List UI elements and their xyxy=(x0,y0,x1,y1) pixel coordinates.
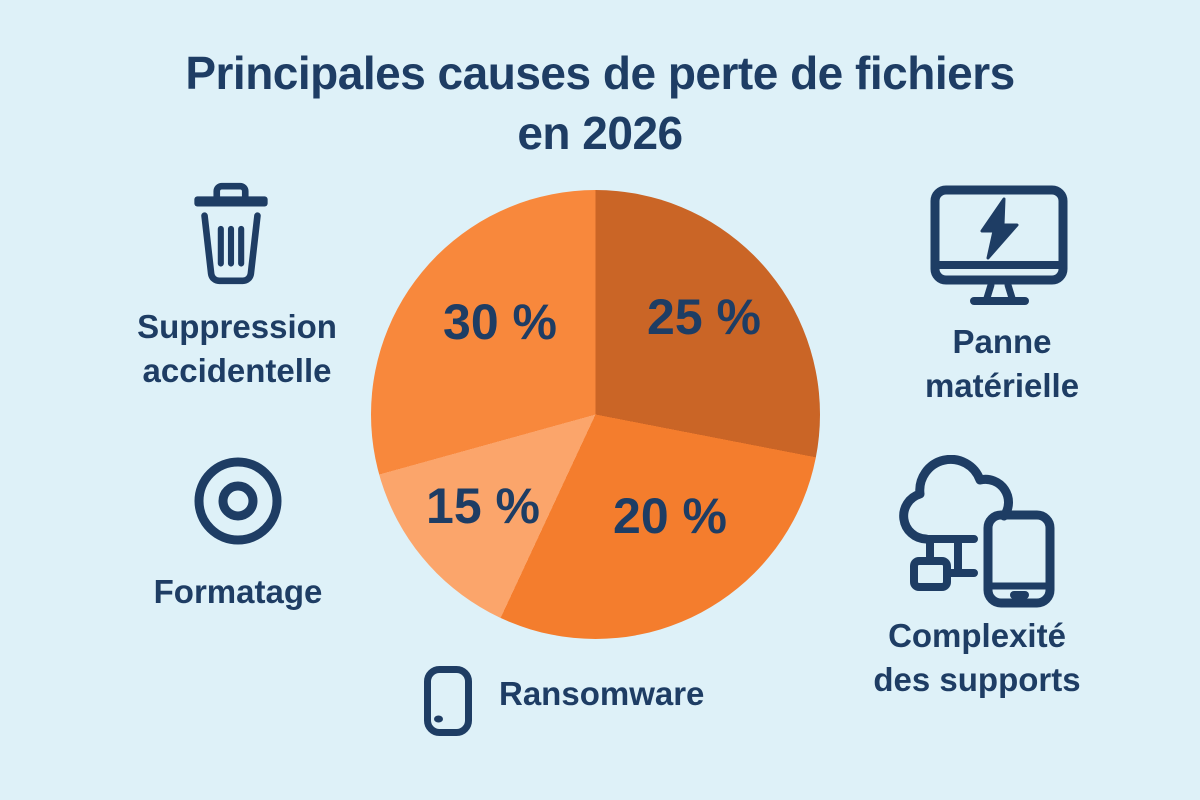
label-suppression-accidentelle: Suppression accidentelle xyxy=(87,305,387,392)
label-line: Ransomware xyxy=(499,675,705,712)
label-line: Complexité xyxy=(888,617,1066,654)
monitor-lightning-icon xyxy=(930,185,1068,305)
label-line: Formatage xyxy=(153,573,323,610)
label-formatage: Formatage xyxy=(88,570,388,614)
pie-chart: 30 % 25 % 15 % 20 % xyxy=(371,190,820,639)
title-line-2: en 2026 xyxy=(517,106,683,159)
pie-label-30: 30 % xyxy=(443,294,557,350)
title-line-1: Principales causes de perte de fichiers xyxy=(185,47,1015,99)
label-panne-materielle: Panne matérielle xyxy=(852,320,1152,407)
smartphone-icon xyxy=(424,666,472,736)
pie-label-20: 20 % xyxy=(613,488,727,544)
label-line: accidentelle xyxy=(142,351,332,389)
label-line: Suppression xyxy=(137,308,337,345)
pie-label-25: 25 % xyxy=(647,289,761,345)
trash-icon xyxy=(194,182,268,285)
label-line: matérielle xyxy=(924,366,1080,404)
label-line: Panne xyxy=(952,323,1052,360)
disc-icon xyxy=(194,457,282,545)
label-ransomware: Ransomware xyxy=(499,675,705,712)
label-complexite-des-supports: Complexité des supports xyxy=(827,614,1127,701)
cloud-devices-icon xyxy=(899,455,1055,608)
pie-label-15: 15 % xyxy=(426,478,540,534)
page-title: Principales causes de perte de fichiers … xyxy=(0,44,1200,164)
label-line: des supports xyxy=(873,660,1081,698)
